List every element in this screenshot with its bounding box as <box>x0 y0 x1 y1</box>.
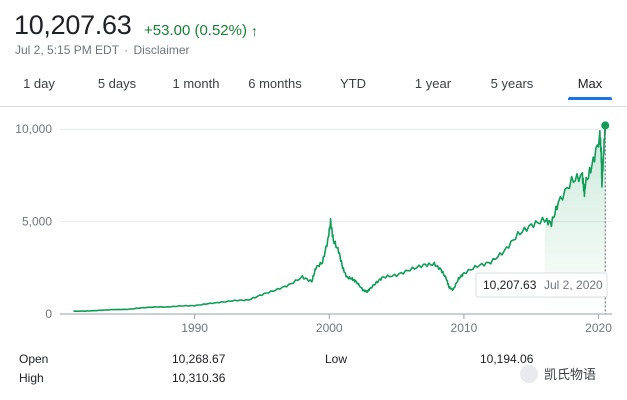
arrow-up-icon: ↑ <box>251 22 258 39</box>
change-text: +53.00 (0.52%) <box>144 22 247 39</box>
tab-1-year[interactable]: 1 year <box>414 76 452 91</box>
value-tooltip: 10,207.63 Jul 2, 2020 <box>475 272 608 298</box>
separator: · <box>124 43 129 57</box>
y-tick-label: 0 <box>45 307 52 321</box>
low-label: Low <box>325 352 348 366</box>
y-axis: 10,000 5,000 0 <box>15 122 52 321</box>
tab-1-day[interactable]: 1 day <box>23 76 55 91</box>
x-tick-label: 2010 <box>451 321 478 335</box>
tab-1-month[interactable]: 1 month <box>172 76 220 91</box>
tooltip-value: 10,207.63 <box>483 278 537 292</box>
low-value: 10,194.06 <box>480 352 534 366</box>
price-change: +53.00 (0.52%) ↑ <box>144 22 258 39</box>
tooltip-date: Jul 2, 2020 <box>544 278 603 292</box>
timestamp: Jul 2, 5:15 PM EDT <box>15 43 119 57</box>
x-axis: 1990 2000 2010 2020 <box>181 314 612 335</box>
high-value: 10,310.36 <box>172 371 226 385</box>
open-label: Open <box>19 352 49 366</box>
tab-ytd[interactable]: YTD <box>340 76 366 91</box>
tab-max[interactable]: Max <box>568 74 612 100</box>
open-value: 10,268.67 <box>172 352 226 366</box>
quote-meta: Jul 2, 5:15 PM EDT · Disclaimer <box>15 43 190 57</box>
watermark: 凯氏物语 <box>520 364 596 383</box>
time-range-tabs: 1 day 5 days 1 month 6 months YTD 1 year… <box>0 74 627 100</box>
last-point-marker <box>601 121 610 130</box>
x-tick-label: 2000 <box>316 321 343 335</box>
price-series-line <box>73 125 607 313</box>
watermark-logo-icon <box>520 364 538 383</box>
x-tick-label: 1990 <box>181 321 208 335</box>
high-label: High <box>19 371 44 385</box>
stats-row-open: Open 10,268.67 Low 10,194.06 <box>0 352 627 368</box>
y-tick-label: 5,000 <box>22 215 52 229</box>
tab-5-days[interactable]: 5 days <box>97 76 137 91</box>
tabs-divider <box>0 106 627 107</box>
watermark-text: 凯氏物语 <box>544 367 597 382</box>
current-price: 10,207.63 <box>14 10 132 40</box>
y-tick-label: 10,000 <box>15 122 52 136</box>
stats-row-high: High 10,310.36 <box>0 371 627 387</box>
tab-6-months[interactable]: 6 months <box>248 76 302 91</box>
price-chart[interactable]: 10,000 5,000 0 1990 2000 2010 2020 10,207.63 … <box>0 110 627 342</box>
tab-5-years[interactable]: 5 years <box>490 76 534 91</box>
disclaimer-link[interactable]: Disclaimer <box>133 43 190 57</box>
grid-lines <box>60 128 612 315</box>
x-tick-label: 2020 <box>585 321 612 335</box>
